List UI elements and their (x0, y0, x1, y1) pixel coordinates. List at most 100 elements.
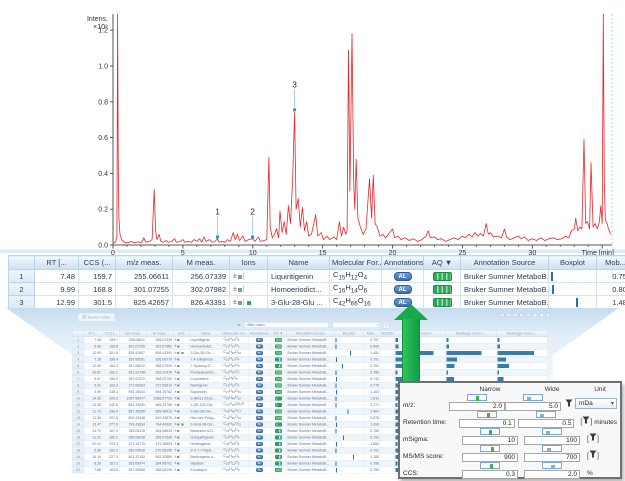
annotation-quality-icon (274, 351, 282, 355)
filter-toggle-icon[interactable]: [] (587, 450, 599, 460)
filter-funnel-icon[interactable] (237, 323, 241, 327)
peak-marker-label: 3 (292, 80, 297, 89)
filter-toggle-icon[interactable]: [] (587, 433, 599, 443)
settings-label: MS/MS score: (403, 453, 444, 460)
peak-marker-dot[interactable] (293, 108, 297, 112)
column-header-m-meas-[interactable]: M meas. (172, 255, 230, 270)
settings-row-msigma-: mSigma: [] (403, 428, 617, 445)
x-tick-label: 15 (319, 250, 327, 255)
wide-slider[interactable] (536, 411, 557, 418)
aq-cell (423, 269, 461, 283)
mini-table-row[interactable]: 5 12.06 164.3 267.06612 268.07339 ± | 7-Hydroxy… (72, 362, 548, 370)
column-header-aq[interactable]: AQ ▼ (423, 255, 461, 270)
chromatogram-plot[interactable]: 0.0 0.2 0.4 0.6 0.8 1.0 1.2 0 5 10 15 20 25 30 Intens.… (0, 0, 625, 255)
filter-view-icon[interactable] (513, 313, 518, 317)
al-annotation-badge[interactable]: AL (393, 285, 412, 294)
column-header-annotations[interactable]: Annotations (381, 255, 424, 270)
table-row[interactable]: 3 12.99 301.5 825.42657 826.43391 ± | 3-Glu-28-… (8, 295, 625, 309)
al-annotation-badge: AL (255, 370, 263, 375)
narrow-slider[interactable] (480, 445, 500, 452)
layout-icon[interactable] (500, 313, 505, 317)
zoom-out-callout-zone: Bucket Table + (0, 304, 625, 481)
column-header-annotation-source[interactable]: Annotation Source (460, 255, 549, 270)
narrow-value-input[interactable] (458, 419, 515, 428)
narrow-slider[interactable] (480, 428, 500, 435)
annotation-quality-icon (274, 461, 282, 466)
narrow-slider[interactable] (467, 394, 487, 401)
wide-slider[interactable] (523, 394, 543, 401)
annotation-quality-icon (274, 442, 282, 446)
mobility-cell: 1.481 (596, 295, 625, 309)
maximize-icon[interactable] (540, 313, 544, 317)
table-icon (82, 315, 86, 319)
annotation-quality-icon (274, 338, 282, 342)
column-header-molecular-for-[interactable]: Molecular For... (329, 255, 382, 270)
unit-dropdown[interactable]: mDa (575, 398, 617, 409)
chromatogram-pane[interactable]: 0.0 0.2 0.4 0.6 0.8 1.0 1.2 0 5 10 15 20 25 30 Intens.… (0, 0, 625, 255)
peak-marker-dot[interactable] (251, 235, 255, 239)
settings-row-retention-time-: Retention time: []minutes (403, 411, 617, 428)
tab-bucket-table[interactable]: Bucket Table (78, 313, 115, 321)
wide-slider[interactable] (542, 462, 562, 469)
annotation-quality-icon[interactable] (432, 297, 452, 307)
annotation-quality-icon (274, 409, 282, 414)
settings-label: m/z: (403, 402, 416, 409)
boxplot-cell (548, 295, 597, 309)
column-header-mob-[interactable]: Mob... (596, 255, 625, 270)
narrow-slider[interactable] (480, 462, 500, 469)
table-row[interactable]: 2 9.99 168.8 301.07255 302.07982 ± | Homoeriodi… (8, 282, 625, 296)
wide-value-input[interactable] (518, 419, 575, 428)
al-annotation-badge[interactable]: AL (393, 272, 412, 281)
grid-view-icon[interactable] (506, 313, 511, 317)
wide-slider[interactable] (542, 445, 562, 452)
narrow-value-input[interactable] (462, 470, 518, 479)
wide-value-input[interactable] (524, 453, 580, 462)
y-tick-label: 0.4 (98, 171, 108, 178)
filter-combo[interactable] (332, 322, 380, 328)
narrow-value-input[interactable] (462, 436, 518, 445)
al-annotation-badge: AL (255, 364, 263, 368)
close-icon[interactable] (546, 313, 550, 317)
export-icon[interactable] (526, 313, 531, 317)
annotation-quality-icon (274, 455, 282, 459)
column-header-ccs-[interactable]: CCS (... (78, 255, 116, 270)
row-number: 1 (8, 269, 35, 283)
wide-value-input[interactable] (524, 470, 580, 479)
annotation-quality-icon (274, 422, 282, 427)
wide-value-input[interactable] (505, 402, 561, 411)
annotation-quality-icon (274, 448, 282, 453)
gear-icon[interactable] (519, 313, 524, 317)
annotation-quality-icon[interactable] (432, 271, 452, 281)
column-header-name[interactable]: Name (267, 255, 330, 270)
column-header-boxplot[interactable]: Boxplot (548, 255, 597, 270)
minimize-icon[interactable] (533, 313, 537, 317)
narrow-value-input[interactable] (449, 402, 505, 411)
add-filter-button[interactable]: + (383, 321, 390, 329)
al-annotation-badge: AL (255, 396, 263, 401)
annotation-quality-icon[interactable] (432, 284, 452, 294)
bucket-table-header[interactable]: RT [... CCS (... m/z meas. M meas. Ions Name M… (8, 255, 625, 270)
filter-funnel-icon[interactable] (565, 399, 573, 409)
al-annotation-badge: AL (255, 435, 263, 440)
row-number: 2 (8, 282, 35, 296)
column-header-rt-[interactable]: RT [... (34, 255, 79, 270)
wide-slider[interactable] (542, 428, 562, 435)
table-row[interactable]: 1 7.48 159.7 255.06611 256.07339 ± | Liquiritig… (8, 269, 625, 283)
column-header-m-z-meas-[interactable]: m/z meas. (115, 255, 173, 270)
settings-row-m-z-: m/z: mDa (403, 394, 617, 411)
narrow-value-input[interactable] (462, 453, 518, 462)
m-cell: 826.43391 (172, 295, 230, 309)
bucket-table-main[interactable]: RT [... CCS (... m/z meas. M meas. Ions Name M… (8, 255, 625, 309)
y-axis-title: Intens. (87, 16, 108, 23)
wide-value-input[interactable] (524, 436, 580, 445)
narrow-slider[interactable] (476, 411, 497, 418)
column-header-row-number[interactable] (8, 255, 35, 270)
y-tick-label: 1.0 (98, 64, 108, 71)
filter-toggle-icon[interactable]: [] (580, 416, 592, 426)
column-header-ions[interactable]: Ions (229, 255, 268, 270)
annotation-quality-icon (274, 468, 282, 472)
boxplot-cell (548, 269, 597, 283)
peak-marker-dot[interactable] (216, 235, 220, 239)
filter-rules-input[interactable] (244, 322, 329, 328)
y-tick-label: 1.2 (98, 28, 108, 35)
